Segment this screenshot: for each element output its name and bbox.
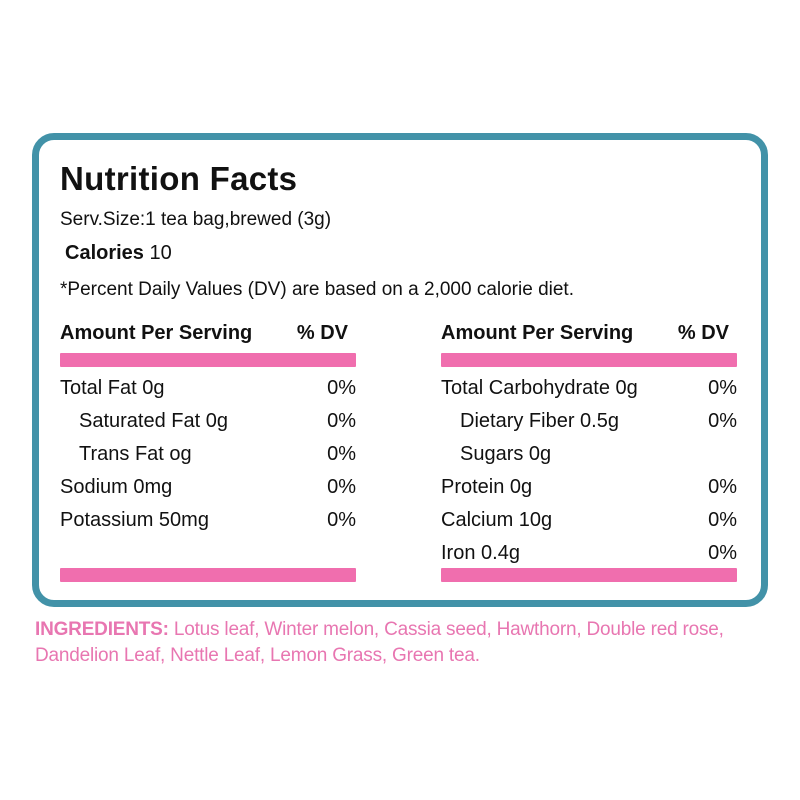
nutrition-facts-panel: Nutrition Facts Serv.Size:1 tea bag,brew… <box>32 133 768 607</box>
nutrient-name: Iron 0.4g <box>441 542 520 564</box>
nutrient-name: Saturated Fat 0g <box>79 410 228 432</box>
nutrient-row: Sugars 0g <box>441 438 737 471</box>
nutrition-column-right: Amount Per Serving % DV Total Carbohydra… <box>441 321 737 582</box>
nutrition-column-left: Amount Per Serving % DV Total Fat 0g 0% … <box>60 321 356 582</box>
nutrient-row: Total Carbohydrate 0g 0% <box>441 372 737 405</box>
nutrient-name: Sugars 0g <box>460 443 552 465</box>
nutrient-row: Protein 0g 0% <box>441 471 737 504</box>
nutrient-row: Iron 0.4g 0% <box>441 537 737 570</box>
nutrient-dv: 0% <box>708 377 737 399</box>
nutrient-dv: 0% <box>708 509 737 531</box>
nutrient-row: Calcium 10g 0% <box>441 504 737 537</box>
nutrient-name: Sodium 0mg <box>60 476 173 498</box>
nutrient-row: Total Fat 0g 0% <box>60 372 356 405</box>
nutrient-name: Total Carbohydrate 0g <box>441 377 638 399</box>
calories-label: Calories <box>65 242 144 264</box>
nutrient-name: Calcium 10g <box>441 509 553 531</box>
percent-dv-header: % DV <box>677 322 729 344</box>
nutrient-name: Total Fat 0g <box>60 377 165 399</box>
nutrient-rows: Total Carbohydrate 0g 0% Dietary Fiber 0… <box>441 372 737 568</box>
amount-per-serving-header: Amount Per Serving <box>60 322 253 344</box>
nutrient-dv: 0% <box>327 476 356 498</box>
ingredients-text: Lotus leaf, Winter melon, Cassia seed, H… <box>35 619 724 666</box>
nutrient-rows: Total Fat 0g 0% Saturated Fat 0g 0% Tran… <box>60 372 356 568</box>
divider-bar-top <box>60 353 356 367</box>
percent-dv-header: % DV <box>296 322 348 344</box>
nutrient-name: Protein 0g <box>441 476 533 498</box>
nutrient-dv: 0% <box>327 509 356 531</box>
nutrient-row: Saturated Fat 0g 0% <box>60 405 356 438</box>
ingredients-section: INGREDIENTS: Lotus leaf, Winter melon, C… <box>35 617 787 669</box>
nutrient-row: Trans Fat og 0% <box>60 438 356 471</box>
nutrient-dv: 0% <box>708 476 737 498</box>
serving-size-text: Serv.Size:1 tea bag,brewed (3g) <box>60 209 332 230</box>
calories-row: Calories 10 <box>65 241 737 265</box>
column-header: Amount Per Serving % DV <box>441 321 737 346</box>
nutrient-row: Potassium 50mg 0% <box>60 504 356 537</box>
nutrition-columns: Amount Per Serving % DV Total Fat 0g 0% … <box>60 321 737 582</box>
nutrient-dv: 0% <box>327 410 356 432</box>
nutrient-row: Sodium 0mg 0% <box>60 471 356 504</box>
nutrient-dv: 0% <box>327 443 356 465</box>
divider-bar-bottom <box>441 568 737 582</box>
calories-value: 10 <box>149 242 172 264</box>
divider-bar-bottom <box>60 568 356 582</box>
column-header: Amount Per Serving % DV <box>60 321 356 346</box>
divider-bar-top <box>441 353 737 367</box>
nutrient-row: Dietary Fiber 0.5g 0% <box>441 405 737 438</box>
ingredients-label: INGREDIENTS: <box>35 619 169 640</box>
nutrition-facts-title: Nutrition Facts <box>60 160 298 197</box>
nutrient-dv: 0% <box>708 542 737 564</box>
nutrient-name: Dietary Fiber 0.5g <box>460 410 619 432</box>
daily-values-note: *Percent Daily Values (DV) are based on … <box>60 279 574 300</box>
nutrient-name: Potassium 50mg <box>60 509 209 531</box>
amount-per-serving-header: Amount Per Serving <box>441 322 634 344</box>
nutrient-dv: 0% <box>327 377 356 399</box>
nutrient-name: Trans Fat og <box>79 443 192 465</box>
nutrient-dv: 0% <box>708 410 737 432</box>
